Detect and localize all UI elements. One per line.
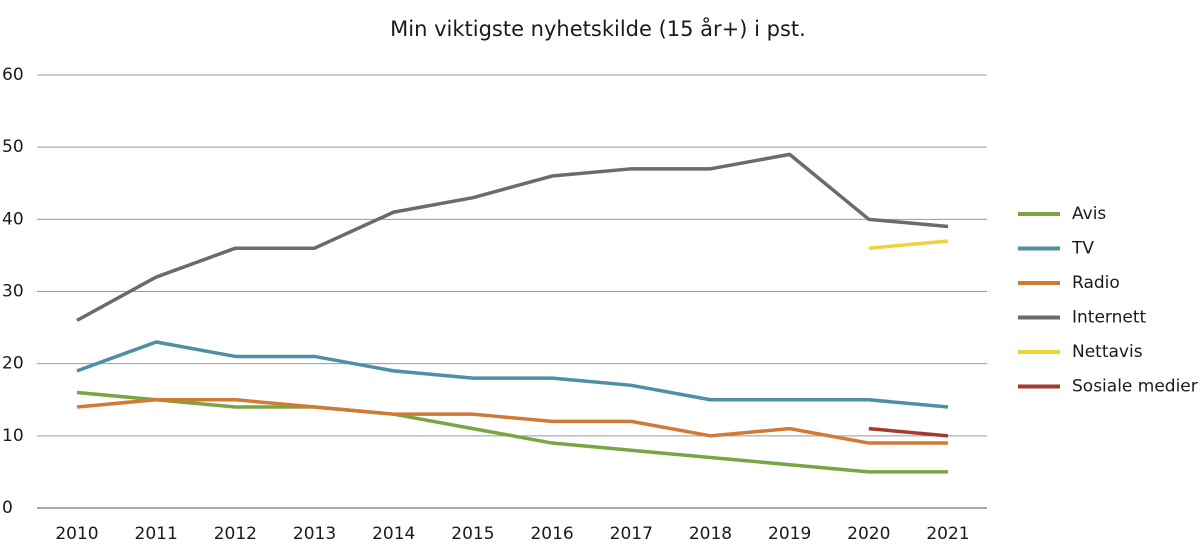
y-tick-label: 10 bbox=[2, 426, 24, 446]
series-line bbox=[76, 340, 949, 409]
x-tick-label: 2012 bbox=[214, 524, 257, 544]
legend-label: Nettavis bbox=[1072, 342, 1143, 362]
y-tick-label: 60 bbox=[2, 65, 24, 85]
series-line bbox=[76, 152, 949, 322]
y-tick-label: 30 bbox=[2, 282, 24, 302]
x-tick-label: 2015 bbox=[451, 524, 494, 544]
x-tick-label: 2021 bbox=[926, 524, 969, 544]
x-tick-label: 2019 bbox=[768, 524, 811, 544]
y-tick-label: 50 bbox=[2, 137, 24, 157]
y-tick-label: 20 bbox=[2, 354, 24, 374]
legend-label: Internett bbox=[1072, 308, 1147, 328]
x-tick-label: 2011 bbox=[135, 524, 178, 544]
series-line bbox=[868, 239, 949, 250]
x-tick-label: 2017 bbox=[610, 524, 653, 544]
x-tick-label: 2010 bbox=[55, 524, 98, 544]
x-tick-label: 2016 bbox=[530, 524, 573, 544]
y-tick-label: 0 bbox=[2, 498, 13, 518]
x-tick-label: 2014 bbox=[372, 524, 415, 544]
y-tick-label: 40 bbox=[2, 209, 24, 229]
series-line bbox=[76, 390, 948, 474]
x-tick-label: 2013 bbox=[293, 524, 336, 544]
x-tick-label: 2020 bbox=[847, 524, 890, 544]
series-line bbox=[868, 426, 949, 438]
legend-label: Sosiale medier bbox=[1072, 377, 1198, 397]
legend-label: TV bbox=[1071, 239, 1094, 259]
chart-title: Min viktigste nyhetskilde (15 år+) i pst… bbox=[390, 16, 806, 41]
x-tick-label: 2018 bbox=[689, 524, 732, 544]
legend-label: Radio bbox=[1072, 273, 1120, 293]
series-line bbox=[76, 398, 948, 445]
legend-label: Avis bbox=[1072, 204, 1106, 224]
